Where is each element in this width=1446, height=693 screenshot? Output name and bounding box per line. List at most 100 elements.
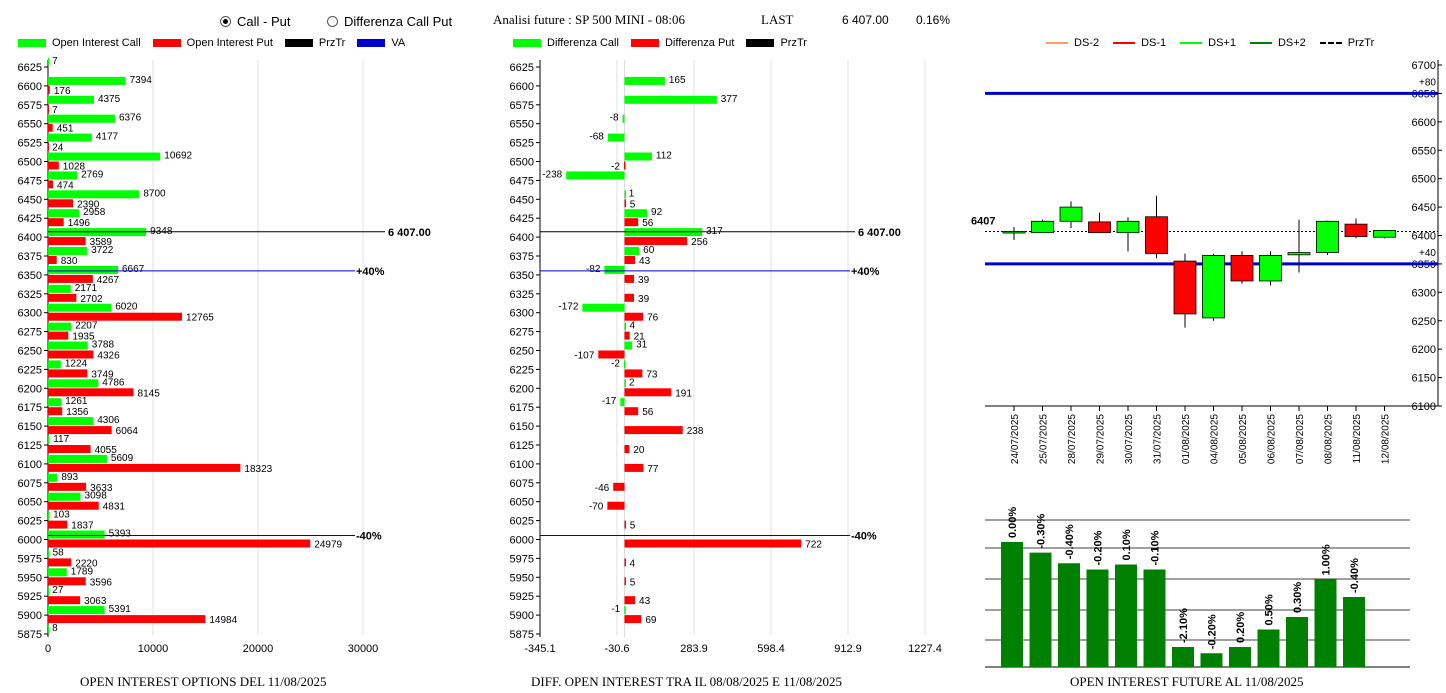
diff-put-bar	[624, 312, 644, 321]
put-bar	[48, 274, 93, 283]
y-tick-label: 5900	[18, 610, 42, 622]
x-tick-label: 01/08/2025	[1181, 414, 1192, 464]
legend-item-va: VA	[357, 37, 405, 49]
radio-call-put[interactable]: Call - Put	[220, 14, 290, 29]
y-tick-label: 6025	[510, 516, 534, 528]
put-bar	[48, 350, 94, 359]
y-tick-label: 6450	[1412, 202, 1436, 214]
diff-call-label: -68	[589, 132, 604, 143]
chart-open-interest-options: 0 10000 20000 30000 6625 7 6600 7394 176 6575 4375…	[18, 56, 431, 655]
diff-put-label: -107	[574, 351, 594, 362]
put-bar	[48, 237, 86, 246]
put-label: 8145	[138, 388, 161, 399]
put-label: 24979	[314, 540, 342, 551]
legend-chart3: DS-2 DS-1 DS+1 DS+2 PrzTr	[1046, 37, 1374, 49]
chart-candlestick-future: 6700665066006550650064506400635063006250…	[971, 60, 1442, 464]
x-tick-label: 10000	[138, 643, 169, 655]
call-label: 103	[53, 510, 70, 521]
y-tick-label: 6250	[18, 346, 42, 358]
put-label: 24	[52, 143, 64, 154]
y-tick-label: 6250	[510, 346, 534, 358]
future-bar-label: 0.30%	[1292, 582, 1304, 613]
x-tick-label: 12/08/2025	[1381, 414, 1392, 464]
diff-put-label: 238	[687, 426, 704, 437]
put-bar	[48, 501, 99, 510]
legend-item-prztr: PrzTr	[284, 37, 345, 49]
y-tick-label: 5875	[510, 629, 534, 641]
call-bar	[48, 341, 88, 350]
call-label: 2171	[75, 283, 98, 294]
diff-call-bar	[566, 171, 625, 180]
y-tick-label: 5875	[18, 629, 42, 641]
diff-put-label: 722	[805, 540, 822, 551]
diff-call-bar	[622, 114, 625, 123]
diff-put-label: 69	[645, 615, 657, 626]
y-tick-label: 6125	[18, 440, 42, 452]
diff-put-bar	[624, 596, 636, 605]
future-bar	[1172, 647, 1194, 667]
future-bar-label: -2.10%	[1178, 608, 1190, 643]
call-bar	[48, 247, 88, 255]
green-swatch-icon	[18, 39, 46, 47]
y-tick-label: 6000	[18, 535, 42, 547]
call-label: 1224	[65, 358, 88, 369]
call-bar	[48, 76, 126, 85]
candle-body	[1316, 220, 1339, 253]
y-tick-label: 6175	[510, 402, 534, 414]
future-bar	[1143, 569, 1166, 667]
diff-call-bar	[624, 379, 626, 388]
y-tick-label: 6625	[18, 62, 42, 74]
y-tick-label: 6550	[510, 119, 534, 131]
put-bar	[48, 331, 69, 340]
call-bar	[48, 568, 67, 577]
diff-call-bar	[620, 398, 625, 407]
put-bar	[48, 539, 311, 548]
diff-call-label: -82	[586, 264, 601, 275]
diff-put-label: 191	[675, 388, 692, 399]
radio-differenza[interactable]: Differenza Call Put	[327, 14, 452, 29]
candle-body	[1088, 221, 1111, 234]
future-bar	[1115, 564, 1137, 667]
y-tick-label: 6375	[510, 251, 534, 263]
call-bar	[48, 360, 61, 369]
chart1-title: OPEN INTEREST OPTIONS DEL 11/08/2025	[80, 674, 327, 689]
radio-selected-icon	[220, 16, 231, 27]
diff-put-bar	[624, 539, 802, 548]
put-label: 3596	[90, 577, 113, 588]
y-tick-label: 6000	[510, 535, 534, 547]
candle-body	[1059, 206, 1083, 222]
call-label: 3722	[91, 245, 114, 256]
x-tick-label: 06/08/2025	[1267, 414, 1278, 464]
put-bar	[48, 596, 81, 605]
x-tick-label: 11/08/2025	[1352, 414, 1363, 464]
y-tick-label: 5975	[18, 553, 42, 565]
candle-body	[1145, 216, 1168, 255]
x-tick-label: 1227.4	[908, 643, 942, 655]
call-label: 7394	[130, 75, 153, 86]
radio-call-put-label: Call - Put	[237, 14, 291, 29]
put-label: 474	[57, 180, 74, 191]
put-label: 2220	[75, 558, 98, 569]
diff-put-label: 43	[639, 256, 651, 267]
call-label: 4177	[96, 132, 119, 143]
x-tick-label: 912.9	[834, 643, 862, 655]
put-bar	[48, 312, 183, 321]
call-bar	[48, 473, 58, 482]
y-tick-label: 6225	[18, 364, 42, 376]
diff-call-bar	[624, 190, 626, 199]
y-tick-label: 6525	[18, 138, 42, 150]
diff-put-bar	[624, 199, 626, 208]
diff-call-label: 165	[669, 75, 686, 86]
diff-put-bar	[624, 445, 630, 453]
y-tick-label: 6125	[510, 440, 534, 452]
diff-put-bar	[624, 218, 639, 227]
call-bar	[48, 114, 115, 123]
future-bar	[1001, 542, 1023, 667]
y-tick-label: 6575	[18, 100, 42, 112]
x-tick-label: 25/07/2025	[1039, 414, 1050, 464]
put-label: 6064	[116, 426, 139, 437]
y-tick-label: 6150	[18, 421, 42, 433]
diff-call-bar	[624, 606, 626, 615]
y-tick-label: 6175	[18, 402, 42, 414]
red-swatch-icon	[630, 39, 659, 47]
